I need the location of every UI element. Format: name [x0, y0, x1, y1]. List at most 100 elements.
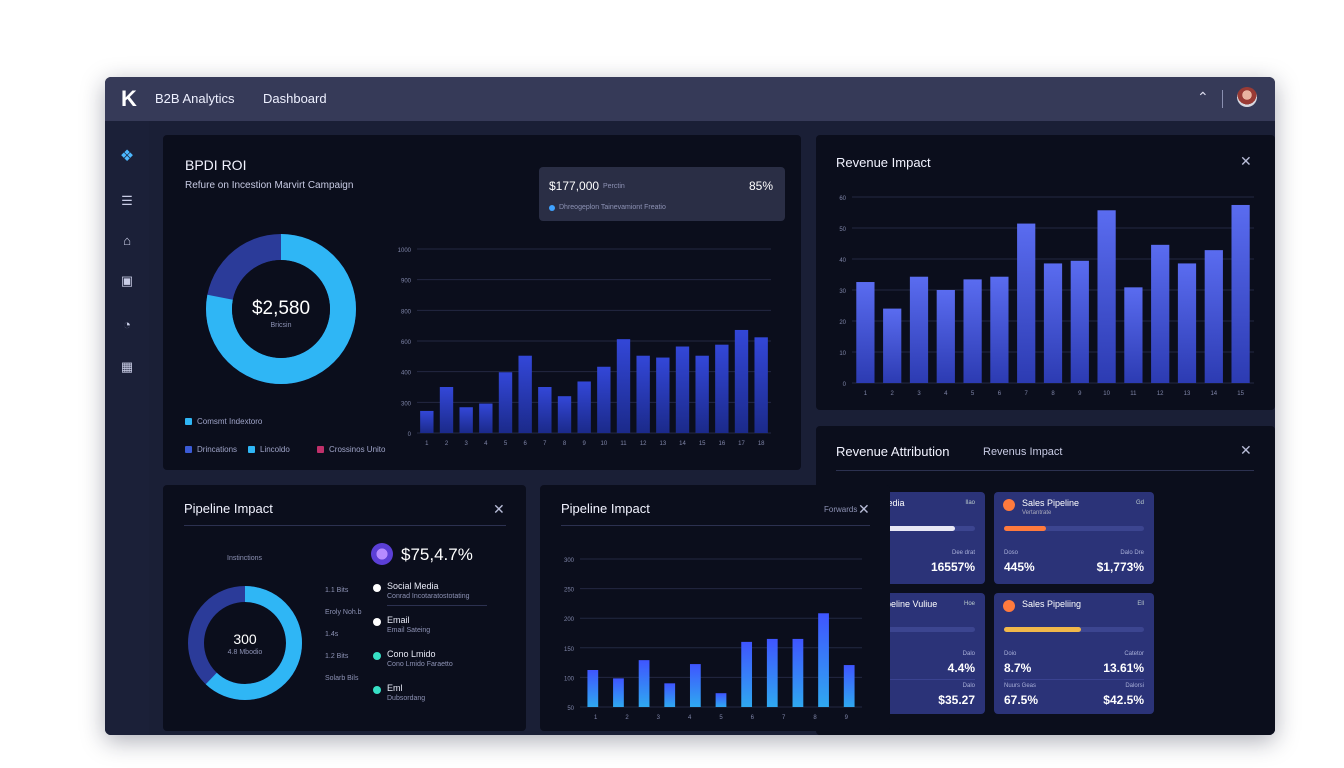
nav-dashboard-link[interactable]: Dashboard — [263, 91, 327, 106]
tile-progress — [1004, 526, 1144, 531]
roi-summary-box: $177,000 Perctin 85% Dhreogeplon Taineva… — [539, 167, 785, 221]
donut-side-label: 1.2 Bits — [325, 653, 349, 660]
x-tick-label: 10 — [600, 441, 607, 447]
bar — [963, 279, 982, 383]
bar — [538, 387, 552, 433]
kpi-label: Dalorsi — [1125, 683, 1144, 689]
kpi-label: Dalo — [962, 683, 975, 689]
kpi-value: 16557% — [930, 560, 975, 574]
bar — [613, 678, 624, 707]
x-tick-label: 11 — [620, 441, 627, 447]
bar — [754, 337, 768, 433]
x-tick-label: 3 — [917, 391, 921, 397]
kpi-label: Doio — [1004, 651, 1017, 657]
roi-summary-pct: 85% — [748, 179, 773, 193]
kpi-label: Doso — [1004, 550, 1019, 556]
kpi-value: $1,773% — [1096, 560, 1144, 574]
attribution-tile[interactable]: Sales Pipeliing Ell Doio Catetor 8.7% 13.61% N… — [994, 593, 1154, 714]
home-icon[interactable]: ⌂ — [123, 233, 131, 248]
kpi-label: Nuurs Geas — [1004, 683, 1037, 689]
logo: K — [121, 86, 137, 111]
close-icon[interactable]: ✕ — [858, 501, 870, 517]
tile-progress-fill — [1004, 627, 1081, 632]
tile-progress-fill — [1004, 526, 1046, 531]
pipeline-item-sub: Conrad Incotaratostotating — [387, 593, 470, 600]
y-tick-label: 60 — [839, 196, 846, 202]
sidebar: ❖ ☰ ⌂ ▣ ◔ ▦ — [105, 121, 149, 735]
attribution-tile[interactable]: Sales Pipeline Vertantrate Gd Doso Dalo Dre 4… — [994, 492, 1154, 584]
grid-icon[interactable]: ▦ — [120, 359, 134, 374]
divider — [1222, 90, 1223, 108]
legend-dot-icon — [373, 652, 381, 660]
pipeline-forwards-label[interactable]: Forwards — [824, 505, 858, 514]
tile-meta: Ell — [1137, 601, 1144, 607]
bar — [766, 638, 778, 707]
pipeline-item-title[interactable]: Email — [387, 615, 410, 625]
roi-legend-label: Lincoldo — [260, 445, 290, 454]
divider — [561, 525, 870, 526]
x-tick-label: 10 — [1103, 391, 1110, 397]
kpi-label: Dalo Dre — [1120, 550, 1144, 556]
revenue-impact-title: Revenue Impact — [836, 155, 931, 170]
x-tick-label: 1 — [425, 441, 429, 447]
network-icon[interactable]: ❖ — [119, 148, 135, 165]
document-icon[interactable]: ▣ — [120, 273, 134, 288]
pipeline-donut-sub: 4.8 Mbodio — [227, 649, 263, 656]
bar — [664, 683, 676, 707]
bar — [715, 344, 729, 433]
donut-side-label: Eroly Noh.b — [325, 609, 362, 616]
close-icon[interactable]: ✕ — [493, 501, 505, 517]
main-area: BPDI ROI Refure on Incestion Marvirt Cam… — [149, 121, 1275, 735]
x-tick-label: 7 — [543, 441, 547, 447]
x-tick-label: 5 — [971, 391, 975, 397]
pipeline-item-title[interactable]: Social Media — [387, 581, 439, 591]
y-tick-label: 250 — [564, 588, 575, 594]
bar — [909, 276, 929, 383]
roi-donut-sub: Bricsin — [270, 322, 292, 329]
bar — [734, 329, 749, 433]
chart-icon[interactable]: ◔ — [123, 317, 131, 332]
close-icon[interactable]: ✕ — [1240, 442, 1252, 458]
tab-revenue-impact[interactable]: Revenus Impact — [983, 446, 1063, 458]
pipeline-chart-title: Pipeline Impact — [561, 501, 650, 516]
x-tick-label: 2 — [445, 441, 449, 447]
bar — [518, 355, 532, 433]
close-icon[interactable]: ✕ — [1240, 153, 1252, 169]
pipeline-item-title[interactable]: Eml — [387, 683, 403, 693]
bar — [843, 665, 855, 707]
x-tick-label: 4 — [688, 715, 692, 721]
y-tick-label: 400 — [401, 371, 412, 377]
pipeline-item-title[interactable]: Cono Lmido — [387, 649, 436, 659]
pipeline-donut-value: 300 — [233, 631, 257, 647]
bar — [715, 693, 727, 707]
tile-name: Sales Pipeliing — [1022, 599, 1082, 609]
y-tick-label: 200 — [564, 617, 575, 623]
revenue-impact-card: Revenue Impact ✕ 60 50 40 30 20 10 0 1 2 3 4 5 6 7 8 9 1… — [816, 135, 1275, 410]
chevron-up-icon[interactable]: ⌃ — [1197, 89, 1209, 105]
roi-donut-value: $2,580 — [251, 298, 311, 319]
bar — [1043, 263, 1063, 383]
x-tick-label: 4 — [944, 391, 948, 397]
bar — [792, 638, 804, 707]
x-tick-label: 4 — [484, 441, 488, 447]
x-tick-label: 1 — [864, 391, 868, 397]
top-bar: K B2B Analytics Dashboard ⌃ — [105, 77, 1275, 121]
y-tick-label: 1000 — [398, 248, 412, 254]
kpi-label: Catetor — [1124, 651, 1144, 657]
roi-donut — [206, 234, 356, 384]
avatar[interactable] — [1237, 87, 1257, 107]
channel-icon — [1003, 499, 1015, 511]
list-icon[interactable]: ☰ — [121, 193, 133, 208]
y-tick-label: 50 — [567, 706, 574, 712]
roi-legend-item: Crossinos Unito — [317, 445, 385, 454]
tile-meta: Gd — [1135, 500, 1144, 506]
bar — [883, 308, 902, 383]
x-tick-label: 13 — [1184, 391, 1191, 397]
x-tick-label: 7 — [1025, 391, 1029, 397]
bar — [420, 410, 434, 433]
pipeline-item-sub: Dubsordang — [387, 695, 426, 702]
x-tick-label: 13 — [659, 441, 666, 447]
bar — [439, 387, 454, 433]
tile-progress-fill — [835, 526, 956, 531]
legend-dot-icon — [373, 618, 381, 626]
